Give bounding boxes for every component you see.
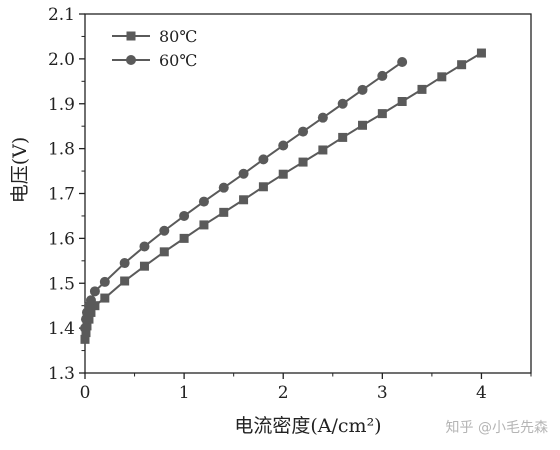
series-layer <box>80 48 486 344</box>
x-tick-label: 3 <box>377 383 388 403</box>
data-point <box>357 84 368 95</box>
y-tick-label: 2.1 <box>48 5 75 25</box>
series-line <box>84 52 482 340</box>
y-tick-label: 1.3 <box>48 364 75 384</box>
data-point <box>179 210 190 221</box>
data-point <box>80 334 90 344</box>
x-axis-ticks: 0 1 2 3 4 <box>80 373 532 403</box>
data-point <box>119 258 130 269</box>
data-point <box>358 120 368 130</box>
data-point <box>159 225 170 236</box>
data-point <box>100 293 110 303</box>
data-point <box>457 60 467 70</box>
series-line <box>84 61 403 329</box>
data-point <box>298 126 309 137</box>
data-point <box>239 195 249 205</box>
data-point <box>139 261 149 271</box>
data-point <box>199 220 209 230</box>
data-point <box>476 48 486 58</box>
data-point <box>179 233 189 243</box>
y-tick-label: 1.7 <box>48 185 75 205</box>
data-point <box>80 323 90 334</box>
legend-marker <box>126 31 136 41</box>
data-point <box>218 182 229 193</box>
data-point <box>139 241 150 252</box>
data-point <box>397 97 407 107</box>
data-point <box>437 72 447 82</box>
x-axis-title: 电流密度(A/cm²) <box>234 415 381 437</box>
data-point <box>198 196 209 207</box>
data-point <box>90 301 100 311</box>
x-tick-label: 2 <box>278 383 289 403</box>
data-point <box>258 154 269 165</box>
data-point <box>318 145 328 155</box>
data-point <box>278 140 289 151</box>
data-point <box>85 295 96 306</box>
y-tick-label: 1.4 <box>48 319 75 339</box>
data-point <box>377 109 387 119</box>
legend-label: 60℃ <box>159 51 197 70</box>
data-point <box>99 276 110 287</box>
data-point <box>338 132 348 142</box>
y-tick-label: 1.5 <box>48 274 75 294</box>
data-point <box>397 57 408 68</box>
y-tick-label: 1.8 <box>48 140 75 160</box>
legend-label: 80℃ <box>159 27 197 46</box>
legend-marker <box>126 55 136 65</box>
watermark-text: 知乎 @小毛先森 <box>446 419 548 436</box>
data-point <box>258 182 268 192</box>
data-point <box>298 157 308 167</box>
data-point <box>219 207 229 217</box>
data-point <box>317 112 328 123</box>
y-tick-label: 1.6 <box>48 229 75 249</box>
data-point <box>120 276 130 286</box>
data-point <box>337 98 348 109</box>
x-tick-label: 4 <box>476 383 487 403</box>
legend: 80℃60℃ <box>112 27 197 70</box>
data-point <box>89 286 100 297</box>
y-tick-label: 2.0 <box>48 50 75 70</box>
data-point <box>377 70 388 81</box>
y-tick-label: 1.9 <box>48 95 75 115</box>
y-axis-ticks: 1.3 1.4 1.5 1.6 1.7 1.8 1.9 2.0 2.1 <box>48 5 85 384</box>
y-axis-title: 电压(V) <box>9 137 31 204</box>
series-circle <box>80 57 408 334</box>
data-point <box>238 168 249 179</box>
x-tick-label: 1 <box>179 383 190 403</box>
data-point <box>278 169 288 179</box>
series-square <box>80 48 486 344</box>
x-tick-label: 0 <box>80 383 91 403</box>
data-point <box>159 247 169 257</box>
data-point <box>417 84 427 94</box>
